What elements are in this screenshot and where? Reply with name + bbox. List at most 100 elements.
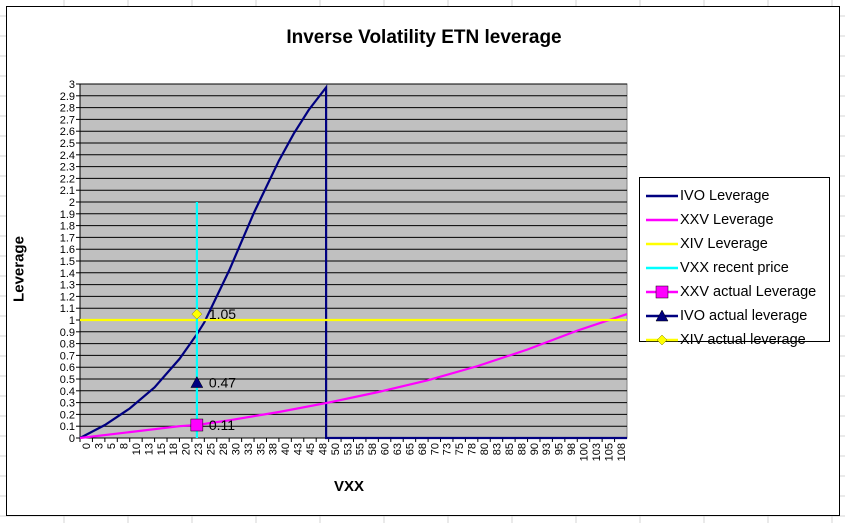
x-tick-label: 73	[442, 443, 454, 455]
legend-swatch	[646, 309, 678, 322]
x-tick-label: 13	[143, 443, 155, 455]
y-tick-label: 2.4	[60, 150, 75, 162]
point-xxv-actual-leverage	[190, 418, 204, 432]
legend-label: XIV actual leverage	[680, 332, 806, 348]
x-tick-label: 45	[305, 443, 317, 455]
legend-swatch	[646, 266, 678, 270]
x-tick-label: 23	[193, 443, 205, 455]
x-tick-label: 38	[268, 443, 280, 455]
legend-label: XIV Leverage	[680, 236, 768, 252]
y-tick-label: 1.6	[60, 244, 75, 256]
x-tick-label: 80	[479, 443, 491, 455]
y-tick-label: 0.3	[60, 398, 75, 410]
y-tick-label: 0.1	[60, 421, 75, 433]
x-tick-label: 10	[131, 443, 143, 455]
y-axis-title: Leverage	[10, 236, 28, 302]
x-tick-label: 75	[454, 443, 466, 455]
x-tick-label: 93	[541, 443, 553, 455]
legend-swatch	[646, 285, 678, 299]
point-ivo-actual-leverage	[190, 376, 204, 388]
legend-swatch-marker	[655, 309, 669, 322]
y-tick-label: 0.8	[60, 339, 75, 351]
y-tick-label: 1.1	[60, 303, 75, 315]
legend-label: IVO actual leverage	[680, 308, 808, 324]
y-tick-label: 0.5	[60, 374, 75, 386]
y-tick-label: 2	[69, 197, 75, 209]
x-tick-label: 88	[516, 443, 528, 455]
legend-label: VXX recent price	[680, 260, 789, 276]
x-tick-label: 8	[119, 443, 131, 449]
x-tick-label: 58	[367, 443, 379, 455]
y-tick-label: 1.4	[60, 268, 75, 280]
y-tick-label: 3	[69, 79, 75, 91]
x-tick-label: 105	[603, 443, 615, 461]
legend[interactable]: IVO Leverage XXV Leverage XIV Leverage VXX …	[639, 177, 831, 348]
x-tick-label: 108	[616, 443, 628, 461]
x-tick-label: 15	[156, 443, 168, 455]
legend-swatch	[646, 334, 678, 346]
x-tick-label: 90	[529, 443, 541, 455]
legend-item-ivo-actual-leverage[interactable]: IVO actual leverage	[640, 304, 831, 328]
x-tick-label: 28	[218, 443, 230, 455]
y-tick-label: 2.5	[60, 138, 75, 150]
legend-swatch	[646, 242, 678, 246]
y-tick-label: 0.2	[60, 409, 75, 421]
legend-label: IVO Leverage	[680, 188, 770, 204]
x-tick-label: 25	[206, 443, 218, 455]
legend-swatch-marker	[656, 334, 668, 346]
x-tick-label: 40	[280, 443, 292, 455]
legend-swatch	[646, 194, 678, 198]
legend-swatch-marker	[655, 285, 669, 299]
point-xiv-actual-leverage	[191, 308, 203, 320]
y-tick-label: 2.8	[60, 103, 75, 115]
legend-item-xiv-leverage[interactable]: XIV Leverage	[640, 232, 831, 256]
x-tick-label: 103	[591, 443, 603, 461]
x-tick-label: 70	[429, 443, 441, 455]
chart-title: Inverse Volatility ETN leverage	[286, 27, 562, 48]
legend-label: XXV actual Leverage	[680, 284, 817, 300]
x-tick-label: 50	[330, 443, 342, 455]
y-tick-label: 1.2	[60, 291, 75, 303]
x-axis-title: VXX	[333, 478, 365, 495]
y-tick-label: 2.1	[60, 185, 75, 197]
legend-item-xxv-leverage[interactable]: XXV Leverage	[640, 208, 831, 232]
x-tick-label: 3	[94, 443, 106, 449]
legend-swatch	[646, 218, 678, 222]
plot-svg: 00.10.20.30.40.50.60.70.80.911.11.21.31.…	[60, 79, 628, 461]
x-tick-label: 20	[181, 443, 193, 455]
x-tick-label: 95	[554, 443, 566, 455]
chart-area[interactable]: Inverse Volatility ETN leverage 0 0.1 0.2 0…	[6, 6, 840, 516]
x-tick-label: 63	[392, 443, 404, 455]
x-tick-label: 5	[106, 443, 118, 449]
x-tick-label: 100	[578, 443, 590, 461]
legend-item-ivo-leverage[interactable]: IVO Leverage	[640, 184, 831, 208]
x-tick-label: 33	[243, 443, 255, 455]
legend-item-vxx-recent-price[interactable]: VXX recent price	[640, 256, 831, 280]
legend-item-xiv-actual-leverage[interactable]: XIV actual leverage	[640, 328, 831, 352]
x-tick-label: 60	[380, 443, 392, 455]
x-tick-label: 68	[417, 443, 429, 455]
legend-label: XXV Leverage	[680, 212, 774, 228]
x-tick-label: 48	[317, 443, 329, 455]
y-tick-label: 1.8	[60, 221, 75, 233]
y-tick-label: 0.6	[60, 362, 75, 374]
y-tick-label: 0	[69, 433, 75, 445]
x-tick-label: 83	[491, 443, 503, 455]
y-tick-label: 1.9	[60, 209, 75, 221]
data-label-ivo-actual-leverage: 0.47	[209, 375, 236, 391]
x-tick-label: 35	[255, 443, 267, 455]
y-tick-label: 1	[69, 315, 75, 327]
y-tick-label: 2.7	[60, 114, 75, 126]
data-label-xxv-actual-leverage: 0.11	[209, 417, 235, 433]
x-tick-label: 0	[81, 443, 93, 449]
x-tick-label: 65	[404, 443, 416, 455]
y-tick-label: 2.3	[60, 162, 75, 174]
y-tick-label: 1.3	[60, 280, 75, 292]
series-line-xxv-leverage	[79, 313, 628, 440]
series-line-ivo-leverage	[79, 84, 627, 440]
y-tick-label: 0.9	[60, 327, 75, 339]
y-tick-label: 0.4	[60, 386, 75, 398]
y-tick-label: 2.2	[60, 173, 75, 185]
y-tick-label: 1.7	[60, 232, 75, 244]
legend-item-xxv-actual-leverage[interactable]: XXV actual Leverage	[640, 280, 831, 304]
